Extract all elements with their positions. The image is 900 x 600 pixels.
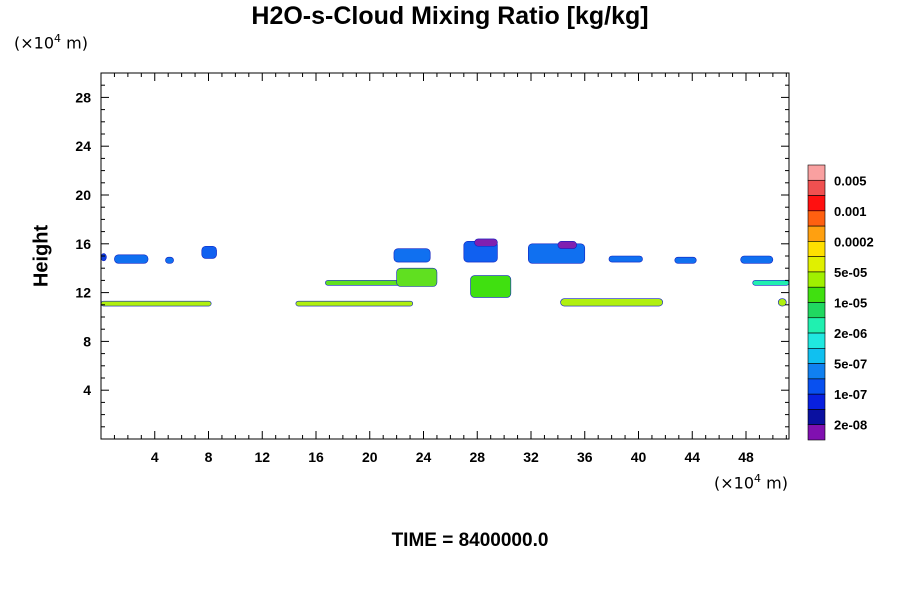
legend-swatch [807,164,826,181]
legend-label: 1e-05 [834,296,867,311]
legend-swatch [807,348,826,364]
x-tick-label: 8 [205,449,213,465]
cloud-feature-15 [608,255,643,263]
legend-swatch [807,317,826,334]
x-tick-label: 48 [738,449,754,465]
x-tick-label: 40 [631,449,647,465]
x-tick-label: 20 [362,449,378,465]
legend-label: 5e-07 [834,357,867,372]
legend-swatch [807,424,826,441]
cloud-feature-8 [393,248,431,263]
y-tick-label: 16 [75,236,91,252]
legend-label: 1e-07 [834,387,867,402]
legend-swatch [807,210,826,227]
legend-label: 5e-05 [834,265,867,280]
chart-title: H2O-s-Cloud Mixing Ratio [kg/kg] [251,2,649,30]
x-tick-label: 36 [577,449,593,465]
legend-swatch [807,378,826,395]
x-tick-label: 16 [308,449,324,465]
x-tick-label: 12 [254,449,270,465]
cloud-feature-11 [470,275,512,298]
legend-swatch [807,256,826,273]
legend-label: 2e-08 [834,418,867,433]
legend-label: 0.001 [834,204,867,219]
legend-swatch [807,271,826,288]
cloud-feature-7 [396,267,438,287]
cloud-feature-2 [165,256,174,264]
y-tick-label: 8 [83,333,91,349]
x-tick-label: 24 [416,449,432,465]
y-axis-unit: (×104 m) [14,32,88,53]
x-tick-label: 4 [151,449,159,465]
y-tick-label: 20 [75,187,91,203]
time-label: TIME = 8400000.0 [391,530,549,551]
cloud-feature-14 [560,298,663,307]
legend-swatch [807,225,826,242]
x-tick-label: 32 [523,449,539,465]
legend-swatch [807,195,826,212]
legend-swatch [807,286,826,303]
legend-swatch [807,363,826,380]
legend-label: 0.005 [834,173,867,188]
y-tick-label: 12 [75,285,91,301]
y-tick-label: 24 [75,138,91,154]
y-tick-label: 4 [83,382,91,398]
x-tick-label: 44 [684,449,700,465]
legend-swatch [807,393,826,410]
legend-swatch [807,241,826,257]
cloud-feature-0 [100,253,107,262]
y-tick-label: 28 [75,89,91,105]
cloud-feature-3 [201,245,217,259]
cloud-feature-17 [740,255,774,264]
x-axis-unit: (×104 m) [714,472,788,493]
cloud-feature-19 [777,298,787,307]
legend-swatch [807,179,826,196]
cloud-feature-16 [674,256,697,264]
legend-swatch [807,409,826,426]
cloud-feature-1 [114,254,149,264]
cloud-feature-10 [474,238,498,247]
cloud-feature-18 [752,280,790,286]
legend-swatch [807,302,826,319]
legend-swatch [807,332,826,349]
legend-label: 0.0002 [834,234,874,249]
cloud-feature-4 [100,300,212,307]
legend-label: 2e-06 [834,326,867,341]
cloud-feature-13 [557,241,577,249]
x-tick-label: 28 [469,449,485,465]
cloud-feature-5 [295,300,414,307]
